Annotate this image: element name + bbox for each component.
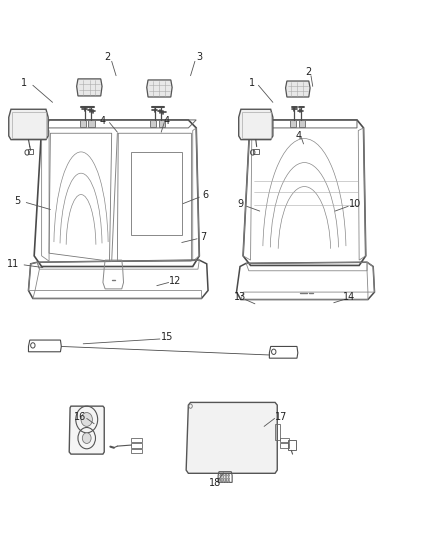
Text: 5: 5 <box>14 196 21 206</box>
Circle shape <box>223 478 224 480</box>
Bar <box>131 443 142 448</box>
Polygon shape <box>239 109 273 140</box>
Bar <box>280 443 289 448</box>
Text: 3: 3 <box>196 52 202 62</box>
Bar <box>290 120 296 127</box>
Text: 7: 7 <box>201 232 207 242</box>
Bar <box>150 120 156 127</box>
Text: 4: 4 <box>296 131 302 141</box>
Text: 15: 15 <box>161 332 173 342</box>
Bar <box>131 438 142 442</box>
Text: 1: 1 <box>21 78 27 87</box>
Bar <box>288 440 296 450</box>
Text: 16: 16 <box>74 412 86 422</box>
Bar <box>159 120 165 127</box>
Bar <box>275 424 280 440</box>
Circle shape <box>81 413 92 426</box>
Circle shape <box>225 474 227 477</box>
Polygon shape <box>77 79 102 96</box>
Text: 6: 6 <box>203 190 209 199</box>
Bar <box>80 120 86 127</box>
Text: 11: 11 <box>7 259 19 269</box>
Circle shape <box>220 474 222 477</box>
Text: 14: 14 <box>343 293 356 302</box>
Circle shape <box>228 480 230 482</box>
Polygon shape <box>147 80 172 97</box>
Text: 17: 17 <box>275 412 287 422</box>
Polygon shape <box>186 402 277 473</box>
Polygon shape <box>69 406 104 454</box>
Text: 4: 4 <box>163 116 170 126</box>
Bar <box>131 152 182 235</box>
Bar <box>280 438 289 442</box>
Circle shape <box>225 480 227 482</box>
Polygon shape <box>286 81 310 97</box>
Bar <box>12 112 46 138</box>
Text: 2: 2 <box>306 67 312 77</box>
Circle shape <box>223 480 224 482</box>
Bar <box>88 120 95 127</box>
Text: 13: 13 <box>233 293 246 302</box>
Polygon shape <box>9 109 48 140</box>
Bar <box>131 449 142 453</box>
Circle shape <box>223 474 224 477</box>
Text: 2: 2 <box>104 52 110 62</box>
Circle shape <box>220 478 222 480</box>
Bar <box>299 120 305 127</box>
Text: 9: 9 <box>237 199 243 209</box>
Circle shape <box>225 478 227 480</box>
Circle shape <box>228 474 230 477</box>
Text: 10: 10 <box>349 199 361 209</box>
Text: 1: 1 <box>249 78 255 87</box>
Text: 4: 4 <box>100 116 106 126</box>
Bar <box>242 112 271 138</box>
Circle shape <box>228 478 230 480</box>
Text: 18: 18 <box>208 478 221 488</box>
Circle shape <box>82 433 91 443</box>
Text: 12: 12 <box>169 277 181 286</box>
Circle shape <box>220 480 222 482</box>
